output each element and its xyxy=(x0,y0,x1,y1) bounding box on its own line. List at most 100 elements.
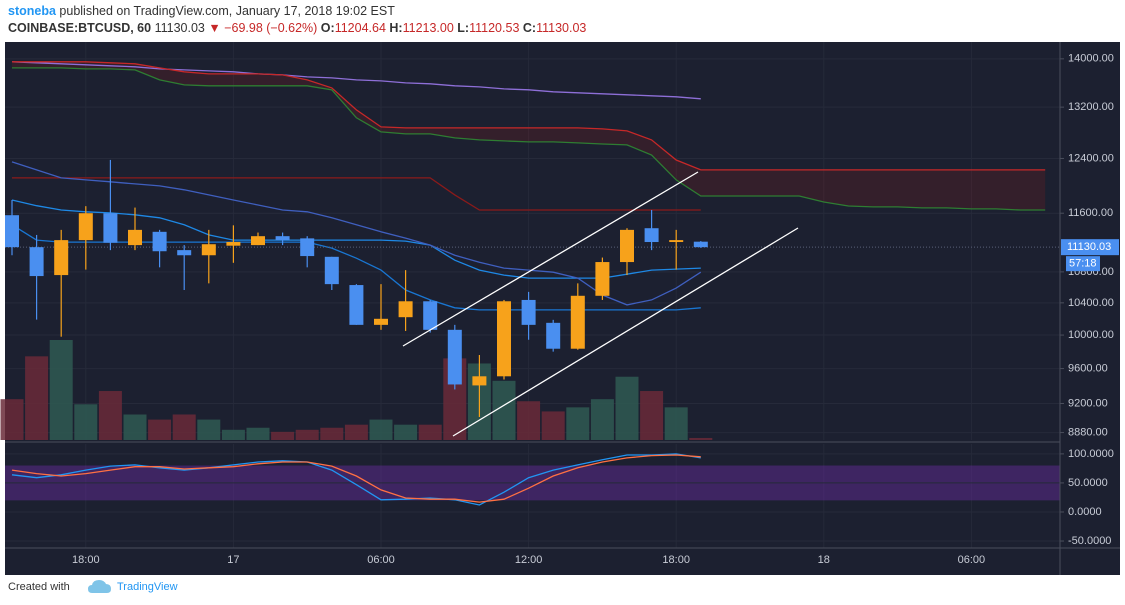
y-tick-label: 9600.00 xyxy=(1068,362,1108,374)
y-tick-label: 0.0000 xyxy=(1068,506,1102,518)
volume-bar xyxy=(640,391,664,440)
published: published on TradingView.com, January 17… xyxy=(59,4,395,18)
volume-bar xyxy=(566,407,590,440)
last-price-label: 11130.03 xyxy=(1067,241,1111,253)
legend-value: 11204.64 xyxy=(335,21,386,35)
indicator-line xyxy=(11,454,701,503)
volume-bar xyxy=(492,380,516,440)
indicator-line xyxy=(12,61,1046,171)
logo[interactable] xyxy=(88,580,111,593)
volume-bar xyxy=(689,437,713,440)
y-tick-label: 8880.00 xyxy=(1068,426,1108,438)
candle-body xyxy=(324,256,339,285)
arrow: ▼ xyxy=(208,21,220,35)
indicator-line xyxy=(11,224,701,311)
volume-bar xyxy=(320,427,344,440)
candle-body xyxy=(29,247,44,277)
candle-body xyxy=(693,241,708,248)
candle-body xyxy=(78,213,93,241)
volume-bar xyxy=(541,411,565,440)
volume-bar xyxy=(369,419,393,440)
candle-body xyxy=(472,376,487,386)
y-tick-label: 14000.00 xyxy=(1068,53,1114,65)
legend-value: 11130.03 xyxy=(536,21,586,35)
indicator-line xyxy=(11,453,701,506)
legend-value: 11213.00 xyxy=(403,21,454,35)
candle-body xyxy=(398,301,413,318)
indicator-line xyxy=(11,61,701,100)
y-tick-label: 10400.00 xyxy=(1068,297,1114,309)
volume-bar xyxy=(590,399,614,440)
candle-body xyxy=(620,229,634,263)
candle-body xyxy=(521,299,536,325)
legend-key: O: xyxy=(321,21,335,35)
indicator-line xyxy=(12,67,1046,211)
candle-body xyxy=(374,318,388,325)
brand[interactable]: TradingView xyxy=(117,581,178,593)
candle-body xyxy=(497,301,511,377)
volume-bar xyxy=(418,424,442,440)
symbol: COINBASE:BTCUSD, 60 xyxy=(8,21,151,35)
x-tick-label: 18:00 xyxy=(72,554,100,566)
candle-body xyxy=(300,238,315,257)
volume-bar xyxy=(517,401,541,440)
y-tick-label: 9200.00 xyxy=(1068,397,1108,409)
countdown-box xyxy=(1066,256,1100,272)
candle-body xyxy=(275,236,290,241)
y-tick-label: 11600.00 xyxy=(1068,207,1113,219)
candle-body xyxy=(669,240,684,243)
cloud xyxy=(12,61,1046,210)
author[interactable]: stoneba xyxy=(8,4,57,18)
candle-body xyxy=(251,236,265,246)
volume-bar xyxy=(148,419,172,440)
legend-key: C: xyxy=(523,21,536,35)
volume-bar xyxy=(246,427,270,440)
candle-body xyxy=(349,285,364,325)
candle-body xyxy=(103,213,118,243)
volume-bar xyxy=(221,429,245,440)
legend-value: 11120.53 xyxy=(469,21,519,35)
volume-bar xyxy=(0,399,24,440)
volume-bar xyxy=(344,424,368,440)
y-tick-label: 12400.00 xyxy=(1068,152,1114,164)
volume-bar xyxy=(394,424,418,440)
trend-line xyxy=(402,171,699,347)
legend-key: L: xyxy=(457,21,469,35)
volume-bar xyxy=(74,404,98,440)
candle-body xyxy=(226,242,241,246)
y-tick-label: 10000.00 xyxy=(1068,329,1114,341)
x-tick-label: 18:00 xyxy=(662,554,690,566)
volume-bar xyxy=(197,419,221,440)
y-tick-label: 50.0000 xyxy=(1068,477,1108,489)
countdown-label: 57:18 xyxy=(1069,258,1097,270)
volume-bar xyxy=(295,429,319,440)
trend-line xyxy=(452,227,799,437)
indicator-line xyxy=(12,177,701,211)
volume-bar xyxy=(123,414,147,440)
created-with: Created with xyxy=(8,581,70,593)
y-tick-label: 13200.00 xyxy=(1068,101,1114,113)
x-tick-label: 18 xyxy=(818,554,830,566)
volume-bar xyxy=(25,356,49,440)
change: −69.98 (−0.62%) xyxy=(224,21,317,35)
candle-body xyxy=(177,250,192,256)
candle-body xyxy=(595,262,610,296)
indicator-line xyxy=(11,161,702,306)
last: 11130.03 xyxy=(155,21,205,35)
indicator-line xyxy=(11,199,701,279)
y-tick-label: -50.0000 xyxy=(1068,535,1111,547)
x-tick-label: 17 xyxy=(227,554,239,566)
candle-body xyxy=(128,229,142,246)
volume-bar xyxy=(271,431,295,440)
candle-body xyxy=(54,240,69,276)
volume-bar xyxy=(172,414,196,440)
candle-body xyxy=(423,301,438,330)
x-tick-label: 06:00 xyxy=(367,554,395,566)
volume-bar xyxy=(615,376,639,440)
volume-bar xyxy=(49,340,73,440)
x-tick-label: 06:00 xyxy=(958,554,986,566)
plot: 18:00 17 06:00 12:00 18:00 18 06:00 14000.00 132… xyxy=(0,42,1119,566)
candle-body xyxy=(201,244,216,256)
candle-body xyxy=(644,228,659,243)
